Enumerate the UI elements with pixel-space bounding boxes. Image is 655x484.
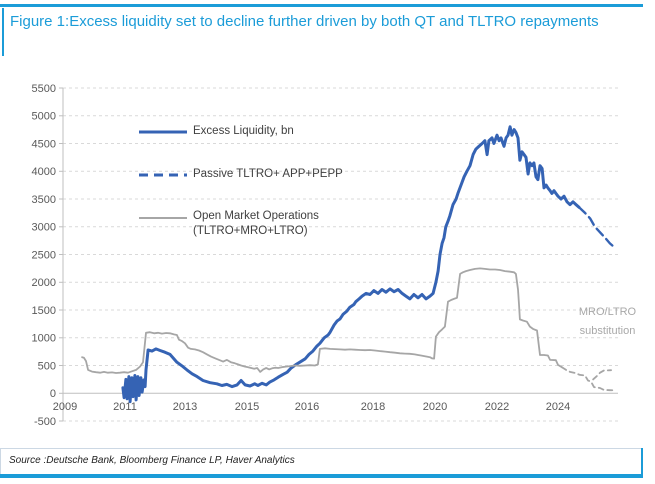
y-tick-label: -500 (34, 416, 56, 428)
y-tick-label: 5000 (32, 111, 56, 123)
y-tick-label: 3500 (32, 194, 56, 206)
legend-item-passive-tltro: Passive TLTRO+ APP+PEPP (138, 167, 343, 182)
x-tick-label: 2020 (423, 401, 447, 413)
source-box: Source :Deutsche Bank, Bloomberg Finance… (0, 448, 641, 475)
bottom-rule (0, 474, 643, 478)
legend-label-line1: Open Market Operations (193, 210, 319, 222)
series-excess_liquidity (121, 125, 581, 404)
x-tick-label: 2018 (361, 401, 385, 413)
source-right-rule (641, 448, 643, 475)
figure-title: Figure 1:Excess liquidity set to decline… (10, 13, 599, 30)
y-tick-label: 3000 (32, 222, 56, 234)
legend-label-line2: (TLTRO+MRO+LTRO) (193, 225, 308, 237)
legend-label: Passive TLTRO+ APP+PEPP (193, 168, 343, 180)
y-tick-label: 2500 (32, 249, 56, 261)
top-rule (0, 4, 643, 7)
y-tick-label: 0 (50, 388, 56, 400)
legend-line-solid-blue-icon (139, 130, 187, 133)
legend-item-open-market-operations: Open Market Operations (TLTRO+MRO+LTRO) (138, 209, 319, 239)
legend-item-excess-liquidity: Excess Liquidity, bn (138, 124, 294, 139)
annotation-line2: substitution (579, 325, 636, 337)
y-tick-label: 5500 (32, 83, 56, 95)
x-tick-label: 2009 (53, 401, 77, 413)
x-tick-label: 2015 (235, 401, 259, 413)
series-omo_projection_substitution (592, 369, 612, 381)
legend-label: Open Market Operations (TLTRO+MRO+LTRO) (193, 209, 319, 239)
title-left-rule (2, 8, 4, 56)
legend-line-dashed-blue-icon (139, 173, 187, 176)
y-tick-label: 4500 (32, 138, 56, 150)
chart-annotation: MRO/LTRO substitution (560, 303, 655, 341)
annotation-line1: MRO/LTRO (578, 306, 637, 318)
x-tick-label: 2016 (295, 401, 319, 413)
x-tick-label: 2011 (113, 401, 137, 413)
x-tick-label: 2022 (485, 401, 509, 413)
legend-label: Excess Liquidity, bn (193, 125, 294, 137)
series-open_market_operations (81, 267, 563, 374)
y-tick-label: 1500 (32, 305, 56, 317)
series-passive_tltro_app_pepp (577, 206, 617, 250)
series-omo_projection_decline (561, 366, 617, 392)
legend-line-solid-gray-icon (139, 217, 187, 219)
y-tick-label: 500 (38, 360, 56, 372)
source-text: Source :Deutsche Bank, Bloomberg Finance… (9, 455, 295, 466)
y-tick-label: 4000 (32, 166, 56, 178)
x-tick-label: 2013 (173, 401, 197, 413)
y-tick-label: 1000 (32, 333, 56, 345)
y-tick-label: 2000 (32, 277, 56, 289)
x-tick-label: 2024 (546, 401, 570, 413)
